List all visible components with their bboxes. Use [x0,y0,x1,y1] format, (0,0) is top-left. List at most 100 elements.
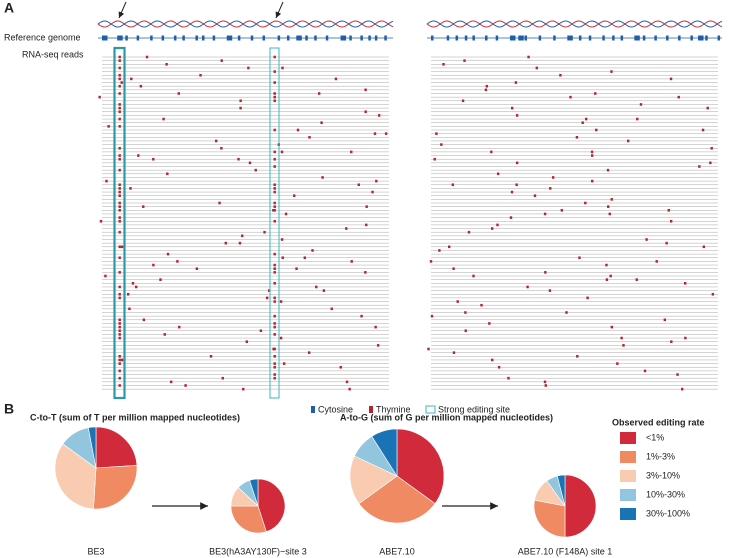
thymine [104,274,107,278]
thymine [221,376,224,380]
thymine [273,190,276,194]
thymine [374,325,377,329]
thymine [238,241,242,245]
thymine [334,77,338,81]
thymine [273,183,276,187]
thymine [433,157,436,161]
legend-swatch [369,406,373,413]
cytosine [578,35,582,41]
legend-label: Thymine [376,404,411,414]
thymine [610,325,614,329]
thymine [461,99,465,103]
thymine [162,117,165,121]
pie-slice [396,428,445,505]
thymine [377,114,381,117]
cytosine [472,35,475,41]
pie-slice [564,474,597,538]
thymine [472,274,475,278]
thymine [265,296,269,300]
chart-title: C-to-T (sum of T per million mapped nucl… [30,412,240,422]
thymine [273,282,276,285]
cytosine [495,35,499,41]
cytosine [384,35,387,41]
thymine [282,362,286,365]
editing-site [113,46,126,400]
thymine [510,190,514,194]
thymine [118,355,121,358]
thymine [142,205,145,208]
thymine [107,125,110,128]
thymine [118,362,121,365]
thymine [129,187,132,190]
cytosine [136,35,140,41]
thymine [527,55,530,59]
cytosine [125,35,128,41]
thymine [273,187,276,190]
thymine [608,212,611,216]
thymine [245,340,249,343]
thymine [169,380,173,384]
thymine [364,88,367,92]
thymine [118,369,121,373]
pie-slice [95,426,138,469]
thymine [307,351,311,354]
thymine [360,314,363,318]
thymine [118,216,121,219]
thymine [606,168,610,172]
thymine [209,355,213,358]
thymine [195,267,199,270]
thymine [456,300,459,303]
cytosine [620,35,624,41]
thymine [440,143,443,146]
thymine [273,99,276,103]
thymine [430,314,434,318]
thymine [308,136,311,139]
thymine [267,289,271,292]
thymine [152,157,155,161]
thymine [676,373,679,376]
helix-strand [97,20,394,28]
thymine [350,260,353,263]
thymine [485,84,489,88]
helix-strand [426,20,723,28]
thymine [166,252,170,256]
thymine [241,234,244,238]
thymine [118,146,121,150]
cytosine [446,35,450,41]
thymine [118,205,121,208]
thymine [684,336,687,340]
cytosine [698,35,704,41]
pie-label: BE3(hA3AY130F)−site 3 [209,546,307,556]
thymine [610,198,613,201]
thymine [273,300,276,303]
thymine [560,209,564,212]
arrow [275,1,284,19]
thymine [118,318,121,322]
thymine [165,63,168,66]
panel-label: A [4,0,14,16]
thymine [484,88,488,92]
thymine [273,376,276,380]
pie-slice [349,455,398,505]
thymine [118,187,121,190]
thymine [526,285,529,289]
thymine [263,230,266,234]
thymine [118,201,121,205]
thymine [239,99,242,103]
thymine [643,369,647,373]
thymine [118,106,121,110]
thymine [118,329,121,333]
thymine [607,205,610,208]
thymine [376,344,380,347]
row-label: Reference genome [4,32,81,42]
thymine [118,117,121,121]
thymine [293,194,296,197]
thymine [273,373,276,376]
thymine [447,245,451,249]
thymine [273,365,276,369]
thymine [273,325,276,329]
thymine [710,146,713,150]
thymine [384,132,388,135]
thymine [279,300,283,303]
thymine [118,66,121,70]
